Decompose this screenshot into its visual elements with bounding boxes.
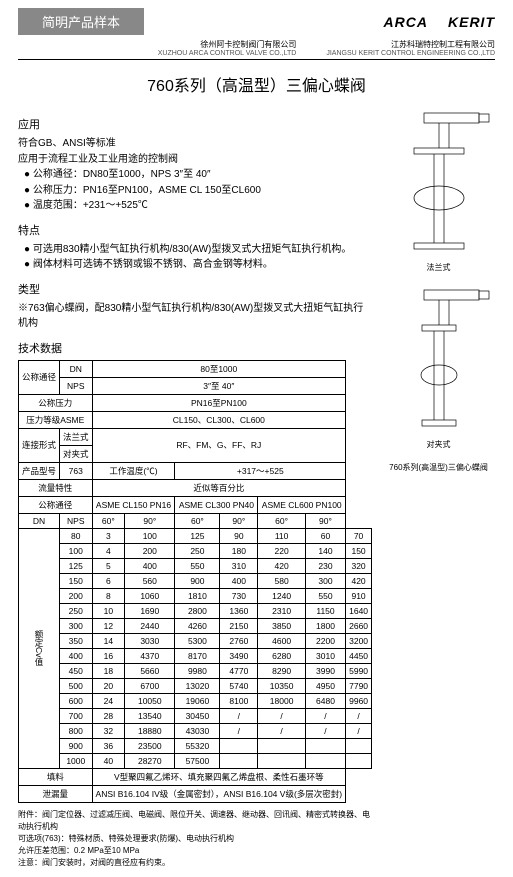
company2-cn: 江苏科瑞特控制工程有限公司 <box>326 39 495 50</box>
feat-heading: 特点 <box>18 222 372 238</box>
table-row: 5002067001302057401035049507790 <box>19 678 372 693</box>
right-column: 法兰式 对夹式 760系列(高温型)三偏心蝶阀 <box>382 108 495 869</box>
top-bar: 简明产品样本 ARCA KERIT <box>18 8 495 35</box>
company1-cn: 徐州阿卡控制阀门有限公司 <box>158 39 297 50</box>
kerit-logo: KERIT <box>448 14 495 30</box>
table-row: 900362350055320 <box>19 738 372 753</box>
app-b1: ● 公称通径：DN80至1000，NPS 3″至 40″ <box>18 167 372 183</box>
app-l2: 应用于流程工业及工业用途的控制阀 <box>18 152 372 168</box>
table-row: 60024100501906081001800064809960 <box>19 693 372 708</box>
table-row: 30012244042602150385018002660 <box>19 618 372 633</box>
feat-text: ● 可选用830精小型气缸执行机构/830(AW)型拨叉式大扭矩气缸执行机构。 … <box>18 242 372 273</box>
table-row: 1506560900400580300420 <box>19 573 372 588</box>
table-row: 2008106018107301240550910 <box>19 588 372 603</box>
table-row: 700281354030450//// <box>19 708 372 723</box>
type-text: ※763偏心蝶阀，配830精小型气缸执行机构/830(AW)型拨叉式大扭矩气缸执… <box>18 301 372 332</box>
feat-b1: ● 可选用830精小型气缸执行机构/830(AW)型拨叉式大扭矩气缸执行机构。 <box>18 242 372 258</box>
app-l1: 符合GB、ANSI等标准 <box>18 136 372 152</box>
app-b2: ● 公称压力：PN16至PN100，ASME CL 150至CL600 <box>18 183 372 199</box>
flange-figure <box>384 108 494 258</box>
table-row: 1255400550310420230320 <box>19 558 372 573</box>
table-row: 45018566099804770829039905990 <box>19 663 372 678</box>
feat-b2: ● 阀体材料可选铸不锈钢或锻不锈钢、高合金钢等材料。 <box>18 257 372 273</box>
table-row: 800321888043030//// <box>19 723 372 738</box>
note1: 附件：阀门定位器、过滤减压阀、电磁阀、限位开关、调速器、继动器、回讯阀、精密式转… <box>18 809 372 833</box>
company2-en: JIANGSU KERIT CONTROL ENGINEERING CO.,LT… <box>326 50 495 57</box>
note4: 注意：阀门安装时，对阀的直径应有约束。 <box>18 857 372 869</box>
table-row: 40016437081703490628030104450 <box>19 648 372 663</box>
table-row: 额定Cv值803100125901106070 <box>19 528 372 543</box>
spec-table: 公称通径DN80至1000 NPS3″至 40″ 公称压力PN16至PN100 … <box>18 360 372 803</box>
fig2-caption: 对夹式 <box>382 439 495 450</box>
fig1-caption: 法兰式 <box>382 262 495 273</box>
arca-logo: ARCA <box>384 14 428 30</box>
app-text: 符合GB、ANSI等标准 应用于流程工业及工业用途的控制阀 ● 公称通径：DN8… <box>18 136 372 214</box>
app-heading: 应用 <box>18 116 372 132</box>
sub-header: 徐州阿卡控制阀门有限公司 XUZHOU ARCA CONTROL VALVE C… <box>18 39 495 57</box>
main-layout: 应用 符合GB、ANSI等标准 应用于流程工业及工业用途的控制阀 ● 公称通径：… <box>18 108 495 869</box>
header-label: 简明产品样本 <box>18 8 144 35</box>
note3: 允许压差范围：0.2 MPa至10 MPa <box>18 845 372 857</box>
type-heading: 类型 <box>18 281 372 297</box>
divider <box>18 59 495 60</box>
page: 简明产品样本 ARCA KERIT 徐州阿卡控制阀门有限公司 XUZHOU AR… <box>0 0 513 877</box>
wafer-figure <box>384 285 494 435</box>
notes: 附件：阀门定位器、过滤减压阀、电磁阀、限位开关、调速器、继动器、回讯阀、精密式转… <box>18 809 372 869</box>
left-column: 应用 符合GB、ANSI等标准 应用于流程工业及工业用途的控制阀 ● 公称通径：… <box>18 108 372 869</box>
app-b3: ● 温度范围：+231～+525℃ <box>18 198 372 214</box>
table-row: 1004200250180220140150 <box>19 543 372 558</box>
fig3-caption: 760系列(高温型)三偏心蝶阀 <box>382 462 495 473</box>
tech-heading: 技术数据 <box>18 340 372 356</box>
note2: 可选项(763)：特殊材质、特殊处理要求(防爆)、电动执行机构 <box>18 833 372 845</box>
logo-group: ARCA KERIT <box>384 14 495 30</box>
table-row: 1000402827057500 <box>19 753 372 768</box>
table-row: 25010169028001360231011501640 <box>19 603 372 618</box>
page-title: 760系列（高温型）三偏心蝶阀 <box>18 72 495 96</box>
company1-en: XUZHOU ARCA CONTROL VALVE CO.,LTD <box>158 50 297 57</box>
table-row: 35014303053002760460022003200 <box>19 633 372 648</box>
